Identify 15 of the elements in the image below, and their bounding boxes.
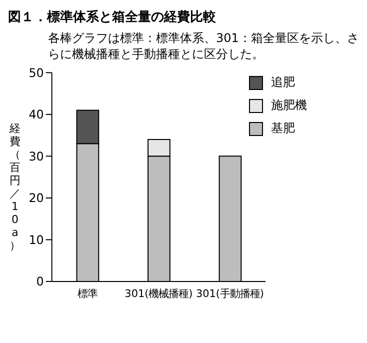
y-tick-label: 30	[28, 149, 44, 164]
y-tick-label: 20	[28, 191, 44, 206]
x-tick-label: 301(手動播種)	[196, 288, 264, 300]
chart-subtitle: 各棒グラフは標準：標準体系、301：箱全量区を示し、さらに機械播種と手動播種とに区分した。	[48, 30, 359, 62]
text: 経費（百円／10a）	[9, 122, 20, 252]
x-tick-label: 301(機械播種)	[124, 288, 193, 300]
y-tick-label: 0	[36, 274, 44, 289]
x-tick-label: 標準	[77, 288, 98, 300]
legend-label: 基肥	[271, 120, 295, 137]
legend-label: 追肥	[271, 74, 295, 91]
chart-title: 図１．標準体系と箱全量の経費比較	[8, 8, 217, 26]
legend-label: 施肥機	[271, 97, 307, 114]
y-tick-label: 50	[28, 66, 44, 80]
y-tick-label: 10	[28, 232, 44, 247]
y-tick-label: 40	[28, 108, 44, 122]
